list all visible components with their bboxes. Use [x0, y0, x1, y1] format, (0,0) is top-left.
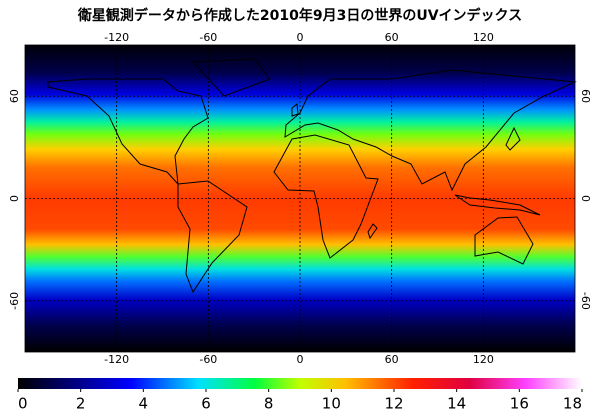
lon-tick-label: 60: [385, 353, 399, 366]
lon-tick-label: 0: [297, 31, 304, 44]
lon-tick-label: 120: [473, 31, 494, 44]
indonesia: [454, 194, 541, 216]
colorbar-tick-label: 4: [139, 395, 149, 413]
colorbar-tick-label: 2: [76, 395, 86, 413]
colorbar-tick-label: 18: [563, 395, 582, 413]
eurasia: [284, 69, 577, 192]
colorbar-tick-label: 6: [201, 395, 211, 413]
lon-tick-label: -60: [199, 353, 217, 366]
lat-tick-label: 60: [579, 89, 592, 103]
coastlines: [47, 58, 577, 294]
map-frame: [24, 44, 576, 353]
lon-tick-label: 120: [473, 353, 494, 366]
lat-tick-label: 0: [8, 195, 21, 202]
north-america: [47, 78, 209, 186]
lon-tick-label: -60: [199, 31, 217, 44]
africa: [273, 134, 379, 259]
lat-tick-label: -60: [579, 292, 592, 310]
colorbar-tick-label: 16: [510, 395, 529, 413]
colorbar-tick-label: 12: [384, 395, 403, 413]
australia: [474, 216, 534, 265]
colorbar-tick-label: 14: [447, 395, 466, 413]
title: 衛星観測データから作成した2010年9月3日の世界のUVインデックス: [77, 7, 522, 24]
lon-tick-label: 60: [385, 31, 399, 44]
colorbar-tick-label: 10: [322, 395, 341, 413]
lon-tick-label: -120: [104, 353, 129, 366]
japan: [505, 126, 521, 151]
south-america: [177, 180, 248, 294]
lon-tick-label: -120: [104, 31, 129, 44]
madagascar: [367, 223, 378, 240]
colorbar: [18, 378, 582, 389]
lat-tick-label: 0: [579, 195, 592, 202]
greenland: [191, 58, 271, 97]
colorbar-tick-label: 8: [264, 395, 274, 413]
lat-tick-label: -60: [8, 292, 21, 310]
colorbar-tick-label: 0: [18, 395, 28, 413]
britain: [291, 103, 299, 117]
lat-tick-label: 60: [8, 89, 21, 103]
lon-tick-label: 0: [297, 353, 304, 366]
